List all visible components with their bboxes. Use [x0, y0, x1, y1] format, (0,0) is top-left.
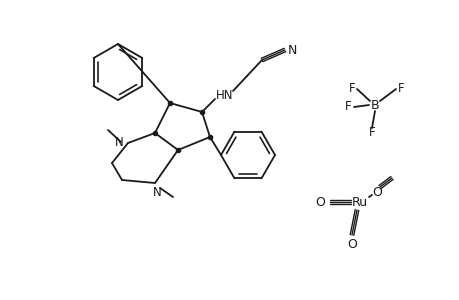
Text: O: O — [346, 238, 356, 251]
Text: O: O — [314, 196, 324, 208]
Text: Ru: Ru — [351, 196, 367, 208]
Text: B: B — [370, 98, 379, 112]
Text: N: N — [152, 185, 161, 199]
Text: F: F — [397, 82, 403, 94]
Text: F: F — [368, 127, 375, 140]
Text: F: F — [344, 100, 351, 113]
Text: HN: HN — [216, 88, 233, 101]
Text: O: O — [371, 185, 381, 199]
Text: F: F — [348, 82, 354, 94]
Text: N: N — [287, 44, 296, 56]
Text: N: N — [114, 136, 123, 148]
